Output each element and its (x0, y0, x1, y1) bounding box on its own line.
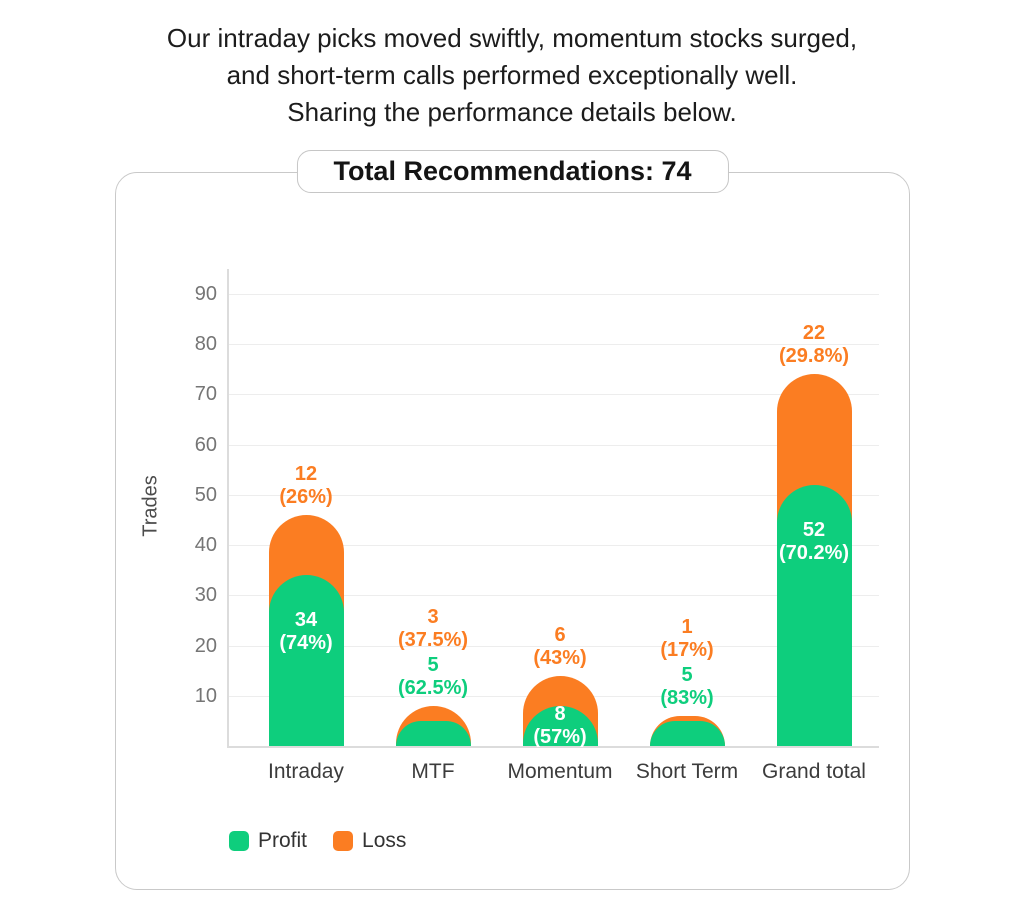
loss-label: 6 (43%) (485, 624, 635, 670)
x-category-label: MTF (411, 760, 455, 783)
y-tick-label: 30 (194, 584, 217, 607)
profit-label: 5 (83%) (612, 664, 762, 710)
loss-swatch (333, 831, 354, 851)
profit-label: 34 (74%) (231, 609, 381, 655)
legend-label: Loss (362, 829, 407, 852)
loss-label-value: 12 (294, 462, 318, 485)
legend: Profit Loss (229, 829, 406, 853)
loss-label-percent: (37.5%) (397, 628, 469, 651)
loss-label: 3 (37.5%) (358, 606, 508, 652)
chart-card: Total Recommendations: 74 10 20 30 40 50 60 70… (115, 150, 910, 890)
loss-label-value: 6 (554, 623, 566, 646)
header-text: Our intraday picks moved swiftly, moment… (0, 20, 1024, 131)
y-gridline (227, 394, 879, 396)
profit-label-value: 52 (802, 518, 826, 541)
x-category-label: Grand total (762, 760, 866, 783)
y-gridline (227, 645, 879, 647)
x-axis-line (227, 746, 879, 748)
profit-label-value: 34 (294, 609, 318, 632)
loss-label-percent: (17%) (660, 638, 714, 661)
y-gridline (227, 595, 879, 597)
loss-label-percent: (26%) (279, 485, 333, 508)
profit-label: 5 (62.5%) (358, 654, 508, 700)
legend-item-profit: Profit (229, 829, 307, 853)
y-tick-label: 90 (194, 283, 217, 305)
loss-label-value: 22 (802, 322, 826, 345)
header-line-1: Our intraday picks moved swiftly, moment… (166, 23, 858, 53)
x-category-label: Intraday (268, 760, 344, 783)
profit-label: 52 (70.2%) (739, 519, 889, 565)
loss-label-percent: (43%) (533, 646, 587, 669)
profit-label-percent: (62.5%) (397, 676, 469, 699)
profit-label-value: 5 (427, 653, 439, 676)
y-gridline (227, 444, 879, 446)
loss-label-value: 1 (681, 615, 693, 638)
y-gridline (227, 294, 879, 295)
y-tick-label: 80 (194, 333, 217, 356)
loss-label: 22 (29.8%) (739, 322, 889, 368)
header-line-3: Sharing the performance details below. (287, 97, 737, 127)
y-gridline (227, 545, 879, 547)
profit-label-percent: (83%) (660, 686, 714, 709)
y-tick-label: 20 (194, 634, 217, 657)
y-tick-label: 60 (194, 433, 217, 456)
y-gridline (227, 344, 879, 346)
total-recommendations-badge: Total Recommendations: 74 (296, 150, 729, 193)
profit-label-percent: (70.2%) (778, 541, 850, 564)
profit-bar-0 (268, 575, 344, 746)
y-gridline (227, 494, 879, 496)
x-category-label: Short Term (635, 760, 739, 783)
legend-item-loss: Loss (333, 829, 406, 853)
y-tick-label: 10 (194, 684, 217, 707)
loss-label-value: 3 (427, 605, 439, 628)
y-axis-line (227, 269, 229, 746)
profit-bar-3 (649, 720, 725, 746)
header-line-2: and short-term calls performed exception… (226, 60, 798, 90)
y-tick-label: 50 (194, 483, 217, 506)
loss-label: 1 (17%) (612, 616, 762, 662)
loss-label-percent: (29.8%) (778, 345, 850, 368)
profit-bar-4 (776, 484, 852, 746)
profit-label-value: 5 (681, 663, 693, 686)
profit-label-percent: (57%) (533, 725, 587, 748)
profit-label: 8 (57%) (485, 703, 635, 749)
legend-label: Profit (258, 829, 308, 852)
profit-bar-1 (395, 720, 471, 746)
y-tick-label: 70 (194, 383, 217, 406)
loss-label: 12 (26%) (231, 463, 381, 509)
x-category-label: Momentum (507, 760, 613, 783)
y-tick-label: 40 (194, 534, 217, 557)
y-axis-title: Trades (139, 475, 162, 537)
profit-swatch (229, 831, 249, 851)
profit-label-value: 8 (554, 702, 566, 725)
profit-label-percent: (74%) (279, 632, 333, 655)
